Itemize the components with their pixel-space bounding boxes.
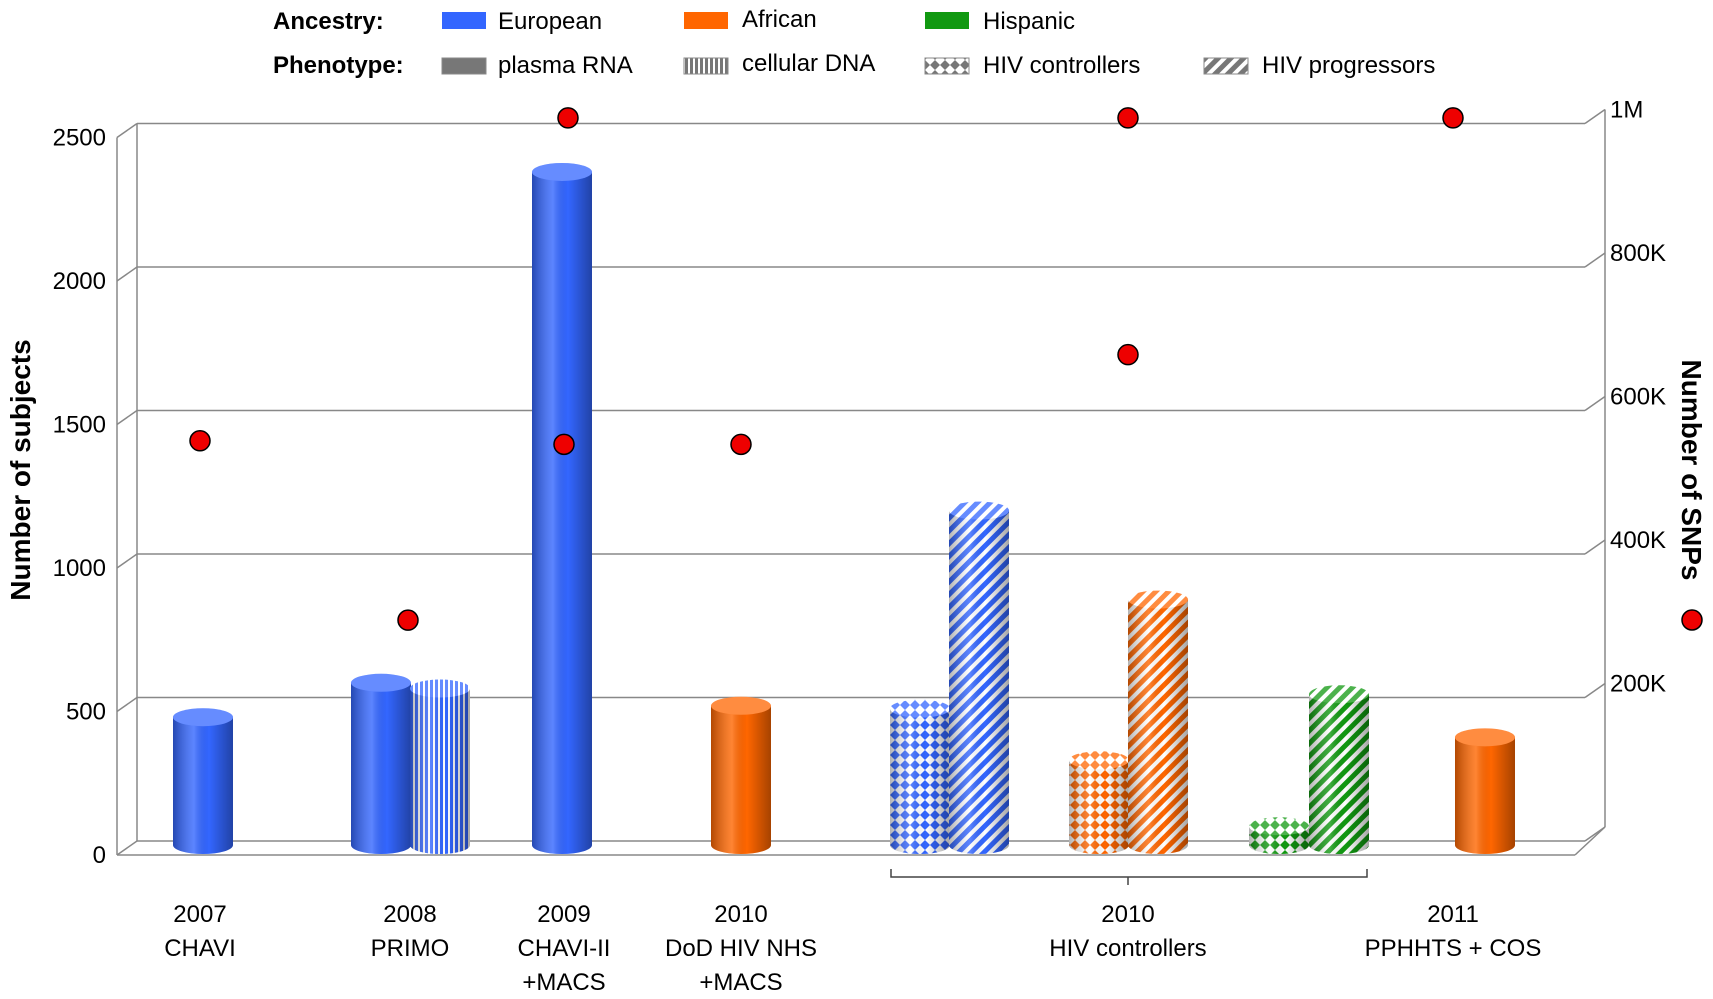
bar (1309, 685, 1369, 854)
gridline (116, 395, 1606, 426)
legend-label-hiv-controllers: HIV controllers (983, 52, 1140, 79)
bar (1128, 590, 1188, 854)
legend-swatch-plasma-rna (441, 57, 487, 75)
legend-phenotype-label: Phenotype: (273, 52, 404, 79)
bar (173, 708, 233, 854)
bar (1069, 751, 1129, 854)
bars (173, 162, 1515, 854)
snp-point (397, 609, 419, 631)
x-category-label: 2008 PRIMO (371, 901, 450, 962)
bar (711, 696, 771, 854)
gridline (116, 826, 1606, 856)
y-tick-label: 1500 (53, 412, 106, 439)
x-category-label: 2007 CHAVI (164, 901, 236, 962)
y2-axis-title-marker (1681, 609, 1703, 631)
legend-label-european: European (498, 8, 602, 35)
y2-axis-ticks: 200K 400K 600K 800K 1M (1610, 97, 1666, 698)
x-category-label: 2010 HIV controllers (1049, 901, 1206, 962)
legend-ancestry-label: Ancestry: (273, 8, 384, 35)
snp-point (1117, 107, 1139, 129)
snp-point (553, 433, 575, 456)
y-tick-label: 1000 (53, 555, 106, 582)
legend-label-cellular-dna: cellular DNA (742, 50, 875, 77)
y2-tick-label: 600K (1610, 384, 1666, 411)
y-axis-ticks: 0 500 1000 1500 2000 2500 (53, 125, 106, 870)
gridline (116, 108, 1606, 139)
legend-swatch-hiv-controllers (924, 57, 970, 75)
legend: Ancestry: Phenotype: European African Hi… (273, 6, 1435, 79)
x-category-label: 2011 PPHHTS + COS (1365, 901, 1542, 962)
legend-label-hispanic: Hispanic (983, 8, 1075, 35)
legend-swatch-european (442, 12, 486, 29)
gridline (116, 539, 1606, 569)
group-bracket (890, 869, 1368, 885)
bar (351, 673, 411, 854)
snp-point (1117, 343, 1139, 366)
y-axis-title: Number of subjects (5, 339, 36, 600)
y2-tick-label: 400K (1610, 527, 1666, 554)
y2-axis-title: Number of SNPs (1676, 360, 1707, 581)
bar (890, 699, 950, 854)
y2-tick-label: 800K (1610, 240, 1666, 267)
gridline (116, 682, 1606, 713)
bar (410, 679, 470, 854)
snp-point (1442, 107, 1464, 129)
y-tick-label: 500 (66, 699, 106, 726)
y-tick-label: 0 (93, 842, 106, 869)
legend-swatch-cellular-dna (683, 57, 729, 75)
snp-point (189, 430, 211, 452)
y-tick-label: 2000 (53, 268, 106, 295)
bar (1455, 728, 1515, 854)
y2-tick-label: 1M (1610, 97, 1643, 124)
x-category-label: 2010 DoD HIV NHS +MACS (665, 901, 817, 996)
snp-point (557, 107, 579, 129)
bar (949, 501, 1009, 854)
y2-tick-label: 200K (1610, 671, 1666, 698)
x-category-label: 2009 CHAVI-II +MACS (518, 901, 611, 996)
legend-label-african: African (742, 6, 817, 33)
legend-swatch-african (684, 12, 728, 29)
legend-swatch-hiv-progressors (1203, 57, 1249, 75)
gridline (116, 252, 1606, 282)
legend-label-plasma-rna: plasma RNA (498, 52, 633, 79)
legend-swatch-hispanic (925, 12, 969, 29)
bar (1249, 817, 1309, 854)
legend-label-hiv-progressors: HIV progressors (1262, 52, 1435, 79)
bar (532, 162, 592, 854)
snp-points (189, 107, 1464, 631)
snp-point (730, 433, 752, 456)
y-tick-label: 2500 (53, 125, 106, 152)
grid-lines (116, 108, 1606, 856)
floor-right-edge (1574, 826, 1606, 856)
x-axis-categories: 2007 CHAVI 2008 PRIMO 2009 CHAVI-II +MACS 2010 D… (164, 901, 1541, 996)
